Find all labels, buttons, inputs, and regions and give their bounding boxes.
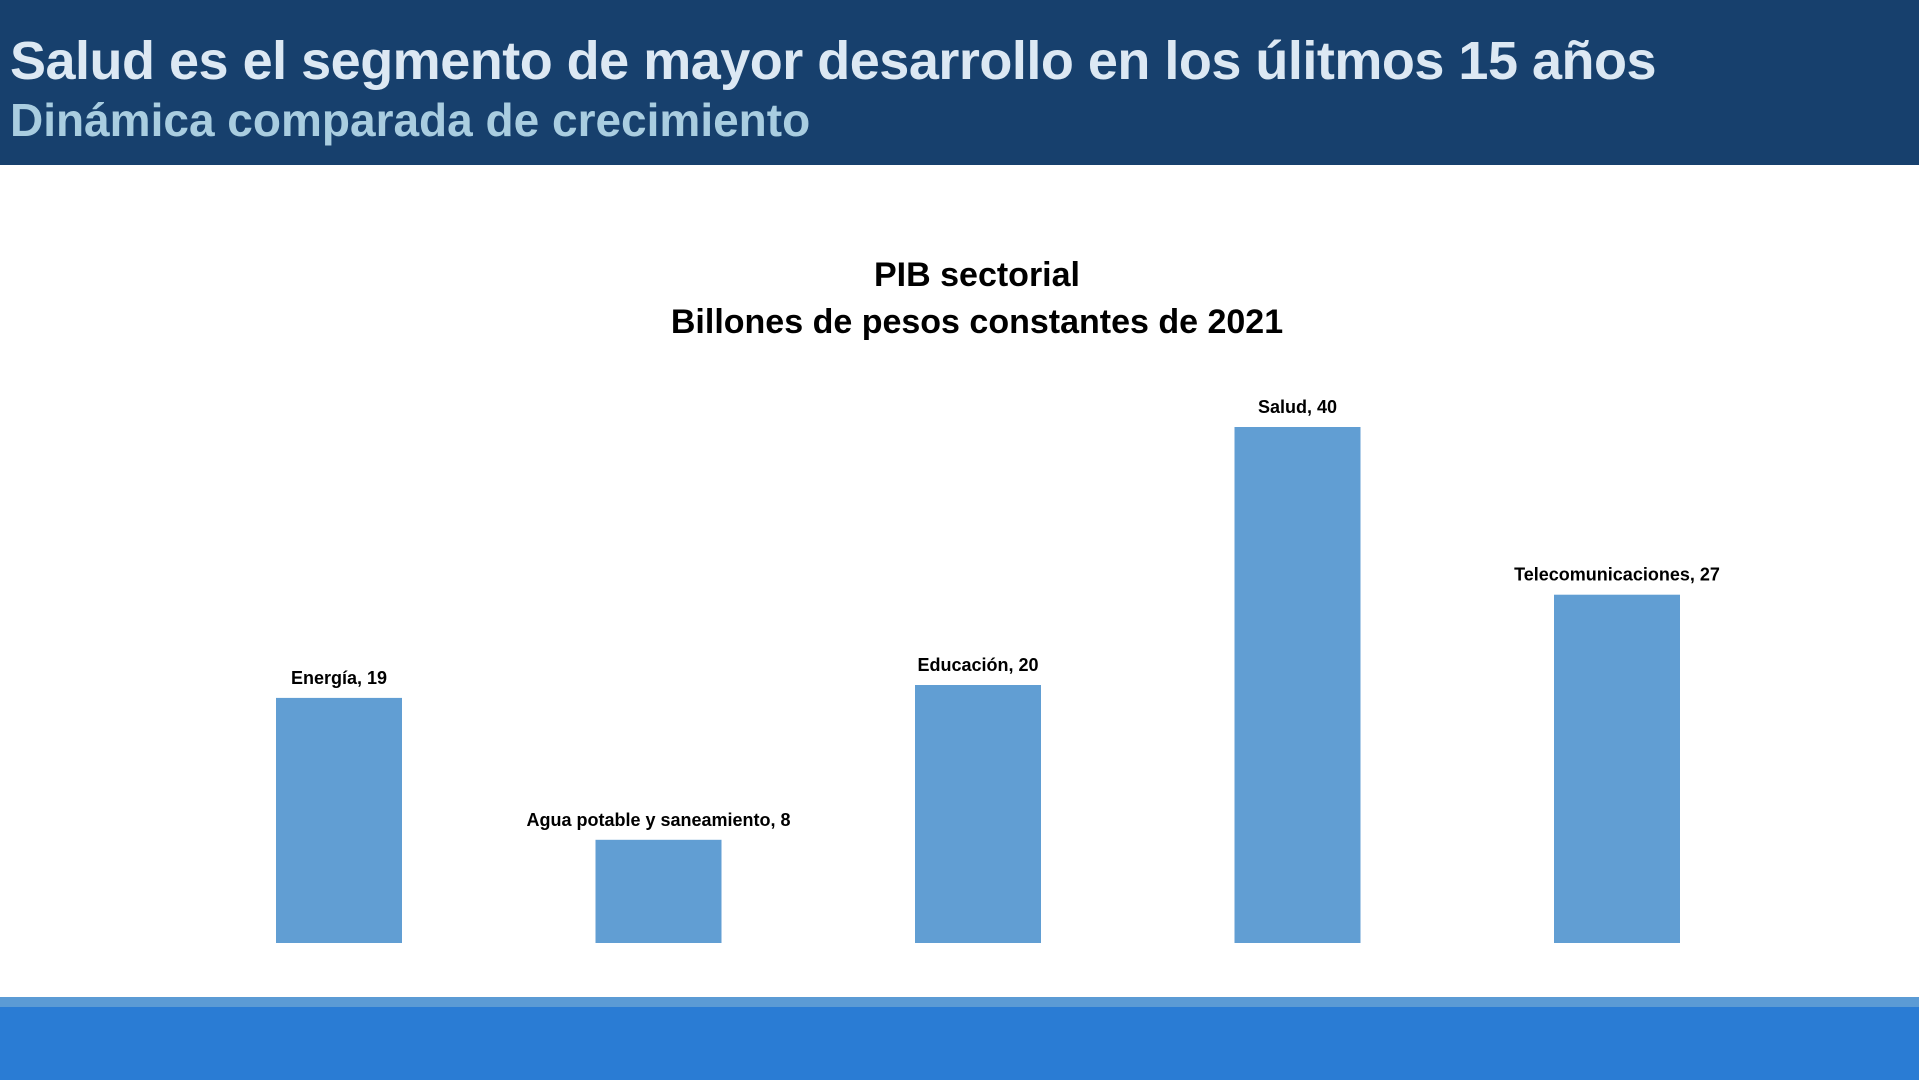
data-label: Energía, 19 (291, 668, 387, 688)
data-labels-group: Energía, 19 Agua potable y saneamiento, 8… (291, 397, 1720, 830)
chart-subtitle: Billones de pesos constantes de 2021 (671, 303, 1283, 341)
bar-chart: PIB sectorial Billones de pesos constant… (276, 256, 1720, 943)
slide-title: Salud es el segmento de mayor desarrollo… (10, 31, 1657, 91)
bar-salud (1234, 427, 1361, 943)
footer-accent-strip (0, 997, 1919, 1007)
bar-agua-potable-y-saneamiento (595, 839, 722, 943)
header-banner: Salud es el segmento de mayor desarrollo… (0, 0, 1919, 165)
data-label: Agua potable y saneamiento, 8 (526, 810, 790, 830)
bar-telecomunicaciones (1554, 594, 1680, 943)
data-label: Educación, 20 (917, 655, 1038, 675)
slide-subtitle: Dinámica comparada de crecimiento (10, 94, 811, 146)
data-label: Salud, 40 (1258, 397, 1337, 417)
bar-energía (276, 697, 402, 943)
data-label: Telecomunicaciones, 27 (1514, 565, 1720, 585)
footer-bar (0, 1007, 1919, 1080)
chart-title: PIB sectorial (874, 256, 1080, 294)
bars-group (276, 427, 1680, 943)
bar-educación (915, 685, 1041, 943)
